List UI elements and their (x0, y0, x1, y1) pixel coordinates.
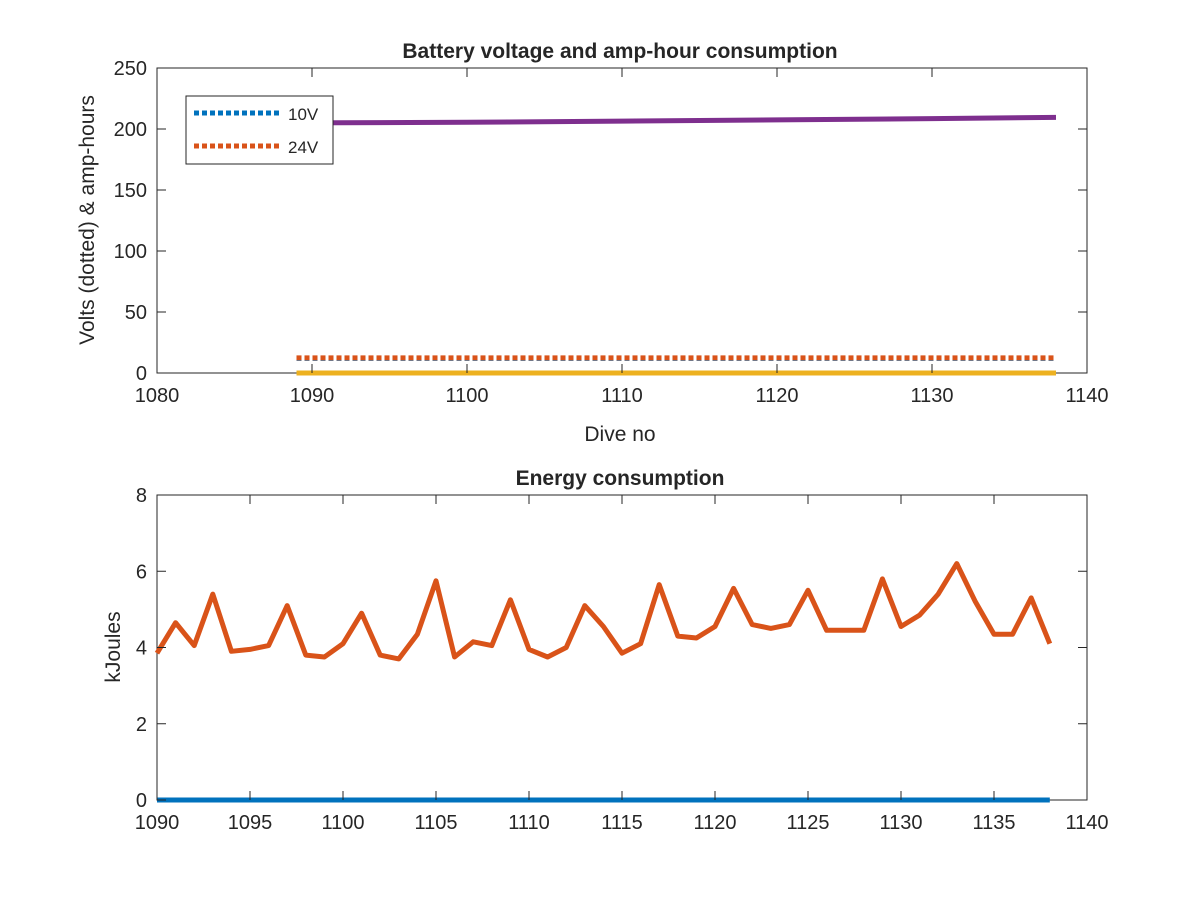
series-line-3 (296, 114, 1057, 126)
voltage-chart: Battery voltage and amp-hour consumption… (76, 40, 1109, 446)
y-axis-title: Volts (dotted) & amp-hours (76, 95, 99, 345)
x-tick-label: 1140 (1065, 385, 1108, 407)
chart-title: Energy consumption (516, 467, 725, 490)
legend-label-10v: 10V (288, 105, 319, 124)
legend: 10V 24V (185, 95, 334, 165)
x-tick-label: 1120 (693, 812, 736, 834)
series-line-1 (154, 561, 1053, 662)
x-axis-title: Dive no (584, 423, 655, 446)
x-tick-label: 1115 (601, 812, 643, 834)
x-axis-ticks: 1080 1090 1100 1110 1120 1130 1140 (135, 68, 1109, 407)
energy-chart: Energy consumption 1090 1095 1100 1105 1110 1… (102, 467, 1109, 834)
y-tick-label: 8 (136, 485, 147, 507)
legend-label-24v: 24V (288, 138, 319, 157)
chart-title: Battery voltage and amp-hour consumption (402, 40, 837, 63)
legend-box (185, 95, 334, 165)
x-tick-label: 1130 (879, 812, 922, 834)
y-axis-ticks: 0 50 100 150 200 250 (114, 58, 1087, 385)
y-tick-label: 4 (136, 638, 147, 660)
x-tick-label: 1080 (135, 385, 180, 407)
x-tick-label: 1130 (910, 385, 953, 407)
x-tick-label: 1100 (445, 385, 488, 407)
y-tick-label: 6 (136, 561, 147, 583)
x-tick-label: 1095 (228, 812, 273, 834)
y-tick-label: 50 (125, 302, 147, 324)
x-tick-label: 1110 (508, 812, 550, 834)
x-tick-label: 1135 (972, 812, 1015, 834)
x-tick-label: 1125 (786, 812, 829, 834)
x-tick-label: 1140 (1065, 812, 1108, 834)
y-tick-label: 200 (114, 119, 147, 141)
x-tick-label: 1105 (414, 812, 457, 834)
plot-area (156, 494, 1088, 801)
y-tick-label: 2 (136, 714, 147, 736)
y-tick-label: 0 (136, 790, 147, 812)
x-axis-ticks: 1090 1095 1100 1105 1110 1115 1120 1125 1130 1135… (135, 495, 1109, 834)
y-tick-label: 250 (114, 58, 147, 80)
y-tick-label: 100 (114, 241, 147, 263)
x-tick-label: 1120 (755, 385, 798, 407)
x-tick-label: 1100 (321, 812, 364, 834)
x-tick-label: 1090 (290, 385, 335, 407)
y-tick-label: 0 (136, 363, 147, 385)
y-axis-ticks: 0 2 4 6 8 (136, 485, 1087, 812)
series-lines (296, 114, 1057, 376)
x-tick-label: 1090 (135, 812, 180, 834)
x-tick-label: 1110 (601, 385, 643, 407)
y-tick-label: 150 (114, 180, 147, 202)
y-axis-title: kJoules (102, 611, 125, 682)
